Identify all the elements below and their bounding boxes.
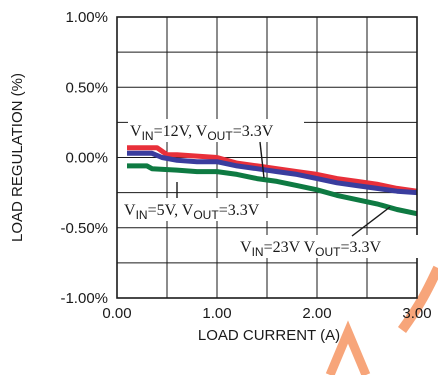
y-tick-label: -1.00% [60,290,108,307]
annotation-leader-line [351,206,391,237]
y-tick-labels: 1.00% 0.50% 0.00% -0.50% -1.00% [60,9,108,307]
watermark-stroke [397,265,438,333]
annotation-background [237,235,420,258]
y-axis-label: LOAD REGULATION (%) [9,73,26,242]
series-annotations: VIN=12V, VOUT=3.3V VIN=5V, VOUT=3.3V VIN=2… [120,119,420,259]
y-tick-label: 0.50% [65,79,108,96]
series-line-1 [127,145,418,194]
x-axis-label: LOAD CURRENT (A) [198,327,340,344]
series-annotation-1: VIN=12V, VOUT=3.3V [130,123,274,143]
y-tick-label: 1.00% [65,9,108,26]
watermark-graphic [325,265,438,375]
plot-frame [116,16,418,299]
series-line-3 [127,163,418,217]
y-tick-label: -0.50% [60,220,108,237]
series-line-2 [127,150,418,196]
series-annotation-3: VIN=23V VOUT=3.3V [240,239,381,259]
x-tick-label: 3.00 [402,305,431,322]
x-tick-labels: 0.00 1.00 2.00 3.00 [102,305,431,322]
watermark-stroke [325,320,371,375]
annotation-background [120,198,300,221]
x-tick-label: 1.00 [202,305,231,322]
series-annotation-2: VIN=5V, VOUT=3.3V [124,202,260,222]
x-tick-label: 2.00 [302,305,331,322]
annotation-background [128,119,304,142]
annotation-leader-line [259,141,265,179]
series-layer [127,145,418,217]
y-tick-label: 0.00% [65,150,108,167]
x-tick-label: 0.00 [102,305,131,322]
